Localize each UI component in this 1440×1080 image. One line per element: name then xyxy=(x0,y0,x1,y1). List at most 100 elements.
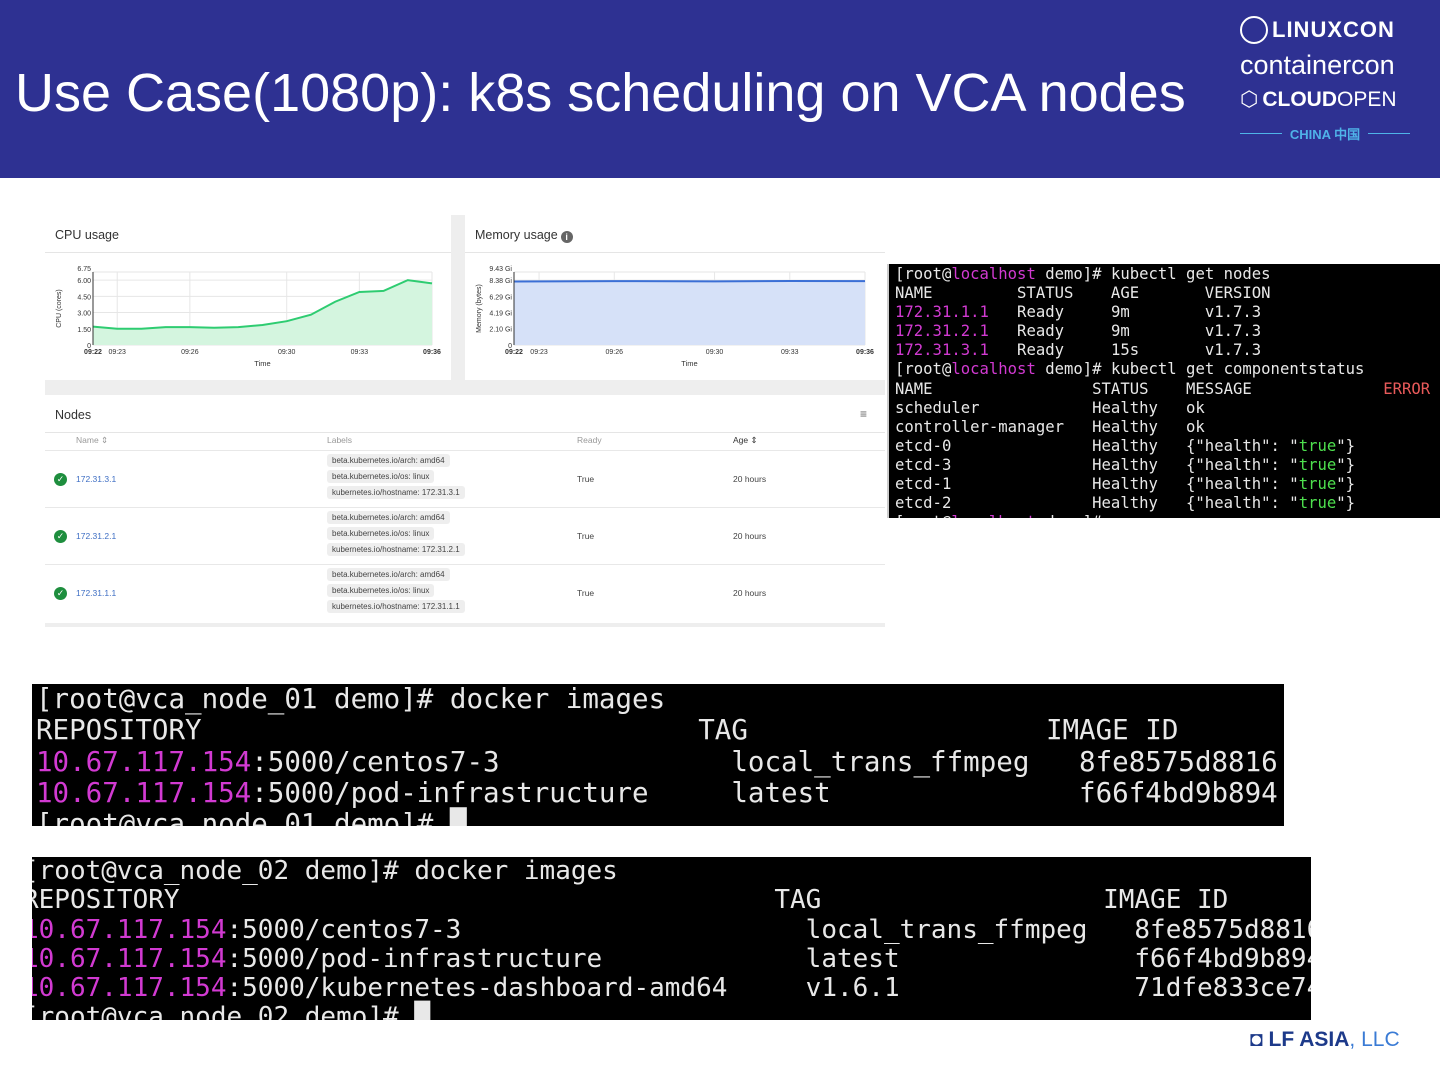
terminal-line: etcd-3 Healthy {"health": "true"} xyxy=(895,456,1440,475)
china-text: CHINA 中国 xyxy=(1289,127,1361,142)
lf-logo-icon: ◘ xyxy=(1250,1028,1269,1051)
filter-icon[interactable]: ≡ xyxy=(859,407,867,421)
x-tick-label: 09:33 xyxy=(351,349,369,356)
info-icon[interactable]: i xyxy=(560,231,573,243)
terminal-text: true xyxy=(1298,475,1337,494)
terminal-line: REPOSITORY TAG IMAGE ID xyxy=(32,886,1311,915)
x-tick-label: 09:30 xyxy=(278,349,296,356)
column-header-labels: Labels xyxy=(327,435,353,445)
x-tick-label: 09:26 xyxy=(181,349,199,356)
terminal-text: NAME STATUS AGE VERSION xyxy=(895,284,1271,303)
cpu-usage-card: CPU usage 0 1.50 3.00 4.50 6.00 6.75 09:22 09:2… xyxy=(45,215,451,380)
y-tick-label: 3.00 xyxy=(77,311,91,318)
x-tick-label: 09:23 xyxy=(530,349,548,356)
terminal-text: etcd-2 Healthy {"health": " xyxy=(895,494,1299,513)
terminal-line: [root@vca_node_02 demo]# docker images xyxy=(32,857,1311,886)
y-tick-label: 8.38 Gi xyxy=(489,278,512,285)
terminal-text: 10.67.117.154 xyxy=(36,745,252,778)
y-tick-label: 0 xyxy=(87,343,91,350)
node-row: ✓ 172.31.2.1 beta.kubernetes.io/arch: am… xyxy=(45,507,885,564)
terminal-text: scheduler Healthy ok xyxy=(895,398,1205,417)
linuxcon-text: LINUXCON xyxy=(1272,17,1395,42)
terminal-text: Ready 9m v1.7.3 xyxy=(988,322,1262,341)
terminal-text: demo]# kubectl get nodes xyxy=(1035,265,1271,283)
terminal-text: NAME STATUS MESSAGE xyxy=(895,379,1384,398)
llc-text: , LLC xyxy=(1349,1028,1400,1051)
terminal-text: 172.31.3.1 xyxy=(895,341,989,360)
slide-header: Use Case(1080p): k8s scheduling on VCA n… xyxy=(0,0,1440,178)
x-tick-label: 09:33 xyxy=(781,349,799,356)
terminal-text: 172.31.2.1 xyxy=(895,322,989,341)
nodes-card: Nodes ≡ Name ⇕ Labels Ready Age ⇕ ✓ 172.… xyxy=(45,395,885,623)
china-tag: CHINA 中国 xyxy=(1240,124,1411,143)
node-row: ✓ 172.31.3.1 beta.kubernetes.io/arch: am… xyxy=(45,450,885,507)
event-logos: LINUXCON containercon ⬡ CLOUD OPEN CHINA 中… xyxy=(1240,16,1411,143)
lf-asia-text: LF ASIA xyxy=(1268,1028,1350,1051)
terminal-text: etcd-1 Healthy {"health": " xyxy=(895,475,1299,494)
x-tick-label: 09:23 xyxy=(108,349,126,356)
terminal-text: "} xyxy=(1336,475,1356,494)
label-chip: beta.kubernetes.io/arch: amd64 xyxy=(327,568,450,581)
check-circle-icon: ✓ xyxy=(54,473,67,486)
node-name-link[interactable]: 172.31.1.1 xyxy=(76,588,117,598)
terminal-text: demo]# xyxy=(1036,513,1111,518)
x-tick-label: 09:36 xyxy=(423,349,441,356)
terminal-line: [root@localhost demo]# kubectl get nodes xyxy=(895,265,1440,284)
y-axis-label: CPU (cores) xyxy=(56,289,63,328)
terminal-text: etcd-0 Healthy {"health": " xyxy=(895,436,1299,455)
label-chip: kubernetes.io/hostname: 172.31.1.1 xyxy=(327,600,465,613)
terminal-text: [root@ xyxy=(895,513,951,518)
docker-images-terminal-node01: [root@vca_node_01 demo]# docker images RE… xyxy=(32,684,1284,826)
slide-title: Use Case(1080p): k8s scheduling on VCA n… xyxy=(15,63,1186,123)
node-age: 20 hours xyxy=(733,588,767,598)
cloud-text: CLOUD xyxy=(1262,87,1338,111)
terminal-text: [root@vca_node_01 demo]# docker images xyxy=(36,684,666,715)
terminal-text: Ready 9m v1.7.3 xyxy=(988,303,1262,322)
open-text: OPEN xyxy=(1337,87,1397,111)
terminal-line: NAME STATUS MESSAGE ERROR xyxy=(895,380,1440,399)
terminal-text: 10.67.117.154 xyxy=(32,973,227,1004)
terminal-text: 10.67.117.154 xyxy=(36,776,252,809)
terminal-line: 10.67.117.154:5000/pod-infrastructure la… xyxy=(32,944,1311,974)
node-age: 20 hours xyxy=(733,531,767,541)
terminal-text: ERROR xyxy=(1383,379,1431,398)
y-tick-label: 6.75 xyxy=(77,266,91,273)
terminal-text: [root@vca_node_02 demo]# █ xyxy=(32,1002,430,1020)
memory-usage-card: Memory usage i 0 2.10 Gi 4.19 Gi 6.29 Gi 8.38… xyxy=(465,215,885,380)
series-line xyxy=(513,279,866,283)
x-tick-label: 09:22 xyxy=(505,349,523,356)
terminal-text: true xyxy=(1298,455,1337,474)
terminal-line: [root@localhost demo]# kubectl get compo… xyxy=(895,360,1440,379)
column-header-age[interactable]: Age ⇕ xyxy=(733,435,758,445)
y-tick-label: 6.29 Gi xyxy=(489,294,512,301)
memory-usage-chart: 0 2.10 Gi 4.19 Gi 6.29 Gi 8.38 Gi 9.43 Gi 09:2… xyxy=(476,266,874,368)
terminal-text: true xyxy=(1298,494,1337,513)
terminal-line: 10.67.117.154:5000/centos7-3 local_trans… xyxy=(32,914,1311,945)
terminal-text: :5000/centos7-3 local_trans_ffmpeg 8fe85… xyxy=(251,745,1278,778)
node-row: ✓ 172.31.1.1 beta.kubernetes.io/arch: am… xyxy=(45,564,885,621)
x-tick-label: 09:26 xyxy=(606,349,624,356)
terminal-line: scheduler Healthy ok xyxy=(895,399,1440,418)
label-chip: beta.kubernetes.io/arch: amd64 xyxy=(327,511,450,524)
column-header-name[interactable]: Name ⇕ xyxy=(76,435,109,445)
series-area xyxy=(514,280,865,345)
k8s-dashboard-screenshot: CPU usage 0 1.50 3.00 4.50 6.00 6.75 09:22 09:2… xyxy=(45,215,885,627)
linuxcon-logo: LINUXCON xyxy=(1240,16,1410,44)
terminal-text: REPOSITORY TAG IMAGE ID xyxy=(36,714,1179,747)
node-name-link[interactable]: 172.31.2.1 xyxy=(76,531,117,541)
node-ready: True xyxy=(577,531,595,541)
terminal-line: 172.31.2.1 Ready 9m v1.7.3 xyxy=(895,322,1440,341)
terminal-line: 10.67.117.154:5000/kubernetes-dashboard-… xyxy=(32,974,1311,1003)
terminal-text: REPOSITORY TAG IMAGE ID xyxy=(32,885,1229,916)
hexagon-icon: ⬡ xyxy=(1240,88,1259,111)
x-tick-label: 09:30 xyxy=(706,349,724,356)
nodes-title: Nodes xyxy=(55,408,92,422)
series-area xyxy=(93,280,432,345)
terminal-text: Ready 15s v1.7.3 xyxy=(988,341,1262,360)
node-labels: beta.kubernetes.io/arch: amd64 beta.kuber… xyxy=(327,454,465,502)
label-chip: beta.kubernetes.io/os: linux xyxy=(327,470,435,483)
terminal-text: true xyxy=(1298,436,1337,455)
node-name-link[interactable]: 172.31.3.1 xyxy=(76,474,117,484)
terminal-text: [root@vca_node_02 demo]# docker images xyxy=(32,857,618,886)
terminal-text: 10.67.117.154 xyxy=(32,914,227,945)
